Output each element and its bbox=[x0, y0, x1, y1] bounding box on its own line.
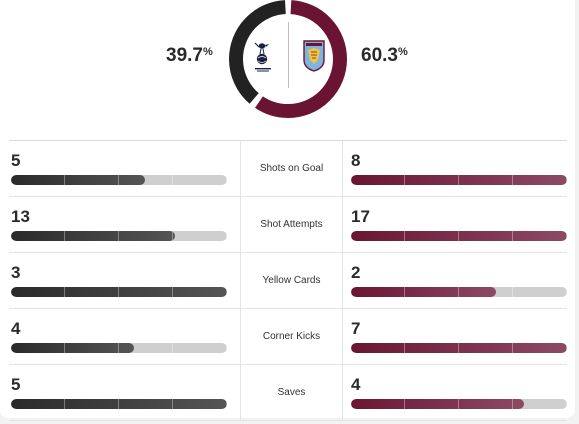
home-stat-bar-fill bbox=[11, 399, 227, 409]
away-stat-value: 8 bbox=[351, 151, 361, 170]
away-stat-bar bbox=[351, 343, 567, 353]
home-stat-value: 4 bbox=[11, 319, 21, 338]
stat-label-cell: Shots on Goal bbox=[240, 141, 343, 197]
home-stat-value: 5 bbox=[11, 375, 21, 394]
away-stat-bar-fill bbox=[351, 231, 567, 241]
home-stat-value: 5 bbox=[11, 151, 21, 170]
home-possession: 39.7% bbox=[166, 45, 213, 66]
away-stat-bar-fill bbox=[351, 399, 524, 409]
home-stat-bar-fill bbox=[11, 175, 145, 185]
crest-divider bbox=[288, 22, 289, 88]
home-stat-bar-fill bbox=[11, 287, 227, 297]
stat-row-1: 13 Shot Attempts 17 bbox=[9, 197, 567, 253]
away-stat-value: 17 bbox=[351, 207, 370, 226]
home-stat-bar bbox=[11, 287, 227, 297]
away-stat-value: 2 bbox=[351, 263, 361, 282]
stat-label-cell: Saves bbox=[240, 365, 343, 421]
home-stat-value: 3 bbox=[11, 263, 21, 282]
stat-label-cell: Shot Attempts bbox=[240, 197, 343, 253]
away-stat-value: 4 bbox=[351, 375, 361, 394]
stat-row-4: 5 Saves 4 bbox=[9, 365, 567, 421]
home-stat-bar-fill bbox=[11, 343, 135, 353]
away-stat-bar bbox=[351, 175, 567, 185]
away-stat-bar-fill bbox=[351, 343, 567, 353]
stat-label: Corner Kicks bbox=[262, 331, 321, 342]
possession-home-arc bbox=[229, 0, 347, 118]
home-stat-bar bbox=[11, 175, 227, 185]
home-stat-bar-fill bbox=[11, 231, 176, 241]
away-stat-bar bbox=[351, 399, 567, 409]
away-stat-bar bbox=[351, 231, 567, 241]
stat-label-cell: Yellow Cards bbox=[240, 253, 343, 309]
stat-label-cell: Corner Kicks bbox=[240, 309, 343, 365]
stat-label: Shot Attempts bbox=[260, 219, 323, 230]
away-stat-bar-fill bbox=[351, 287, 496, 297]
stats-divider bbox=[9, 140, 567, 141]
home-stat-bar bbox=[11, 343, 227, 353]
home-stat-value: 13 bbox=[11, 207, 30, 226]
away-stat-bar-fill bbox=[351, 175, 567, 185]
home-stat-bar bbox=[11, 231, 227, 241]
away-possession: 60.3% bbox=[361, 45, 408, 66]
stat-label: Yellow Cards bbox=[262, 275, 321, 286]
away-stat-bar bbox=[351, 287, 567, 297]
tottenham-crest-icon bbox=[254, 42, 271, 72]
stat-label: Saves bbox=[277, 387, 306, 398]
stat-row-2: 3 Yellow Cards 2 bbox=[9, 253, 567, 309]
away-stat-value: 7 bbox=[351, 319, 361, 338]
possession-away-arc bbox=[229, 0, 347, 118]
stat-row-3: 4 Corner Kicks 7 bbox=[9, 309, 567, 365]
home-stat-bar bbox=[11, 399, 227, 409]
possession-donut bbox=[229, 0, 347, 118]
stat-label: Shots on Goal bbox=[259, 163, 324, 174]
aston-villa-crest-icon bbox=[303, 40, 325, 72]
stat-row-0: 5 Shots on Goal 8 bbox=[9, 141, 567, 197]
